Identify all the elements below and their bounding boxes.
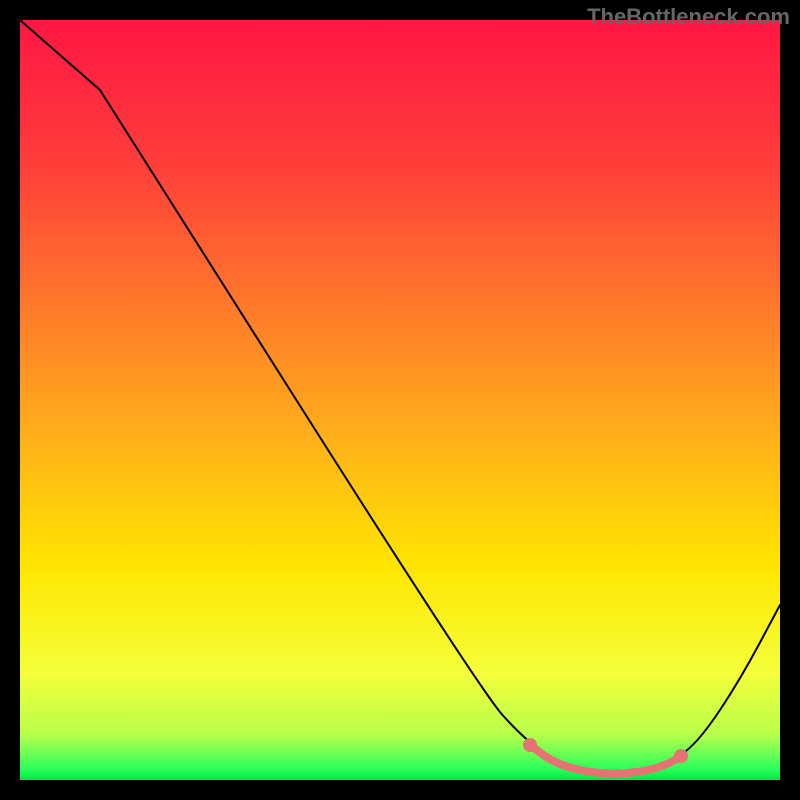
chart-container: TheBottleneck.com bbox=[0, 0, 800, 800]
chart-svg bbox=[0, 0, 800, 800]
gradient-fill bbox=[20, 20, 780, 780]
watermark-text: TheBottleneck.com bbox=[587, 4, 790, 30]
valley-end-marker bbox=[674, 749, 688, 763]
valley-start-marker bbox=[523, 738, 537, 752]
